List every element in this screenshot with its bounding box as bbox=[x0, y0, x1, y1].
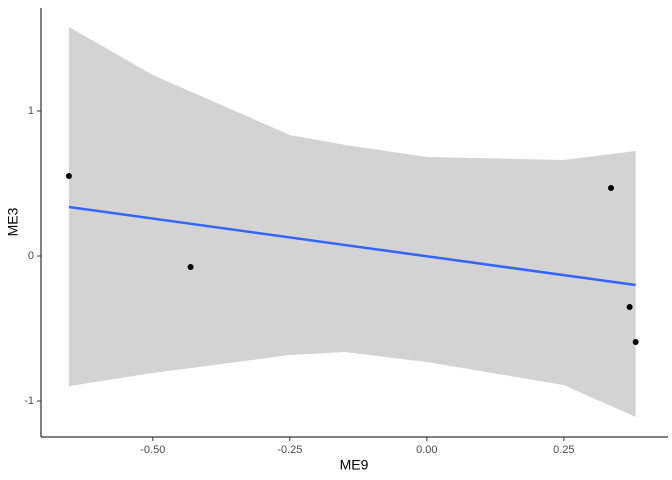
y-tick-label: 1 bbox=[28, 105, 34, 117]
y-tick-label: -1 bbox=[24, 395, 34, 407]
x-tick-label: -0.50 bbox=[140, 444, 165, 456]
point bbox=[65, 172, 72, 179]
x-axis-title: ME9 bbox=[340, 457, 369, 473]
x-tick-label: 0.00 bbox=[416, 444, 437, 456]
point bbox=[632, 339, 639, 346]
point bbox=[626, 304, 633, 311]
y-axis-title: ME3 bbox=[5, 207, 21, 236]
x-tick-label: -0.25 bbox=[277, 444, 302, 456]
confidence-band bbox=[68, 26, 636, 417]
point bbox=[608, 184, 614, 191]
x-tick-label: 0.25 bbox=[553, 444, 574, 456]
y-tick-label: 0 bbox=[28, 250, 34, 262]
fit-line bbox=[68, 205, 636, 287]
point bbox=[187, 264, 194, 271]
